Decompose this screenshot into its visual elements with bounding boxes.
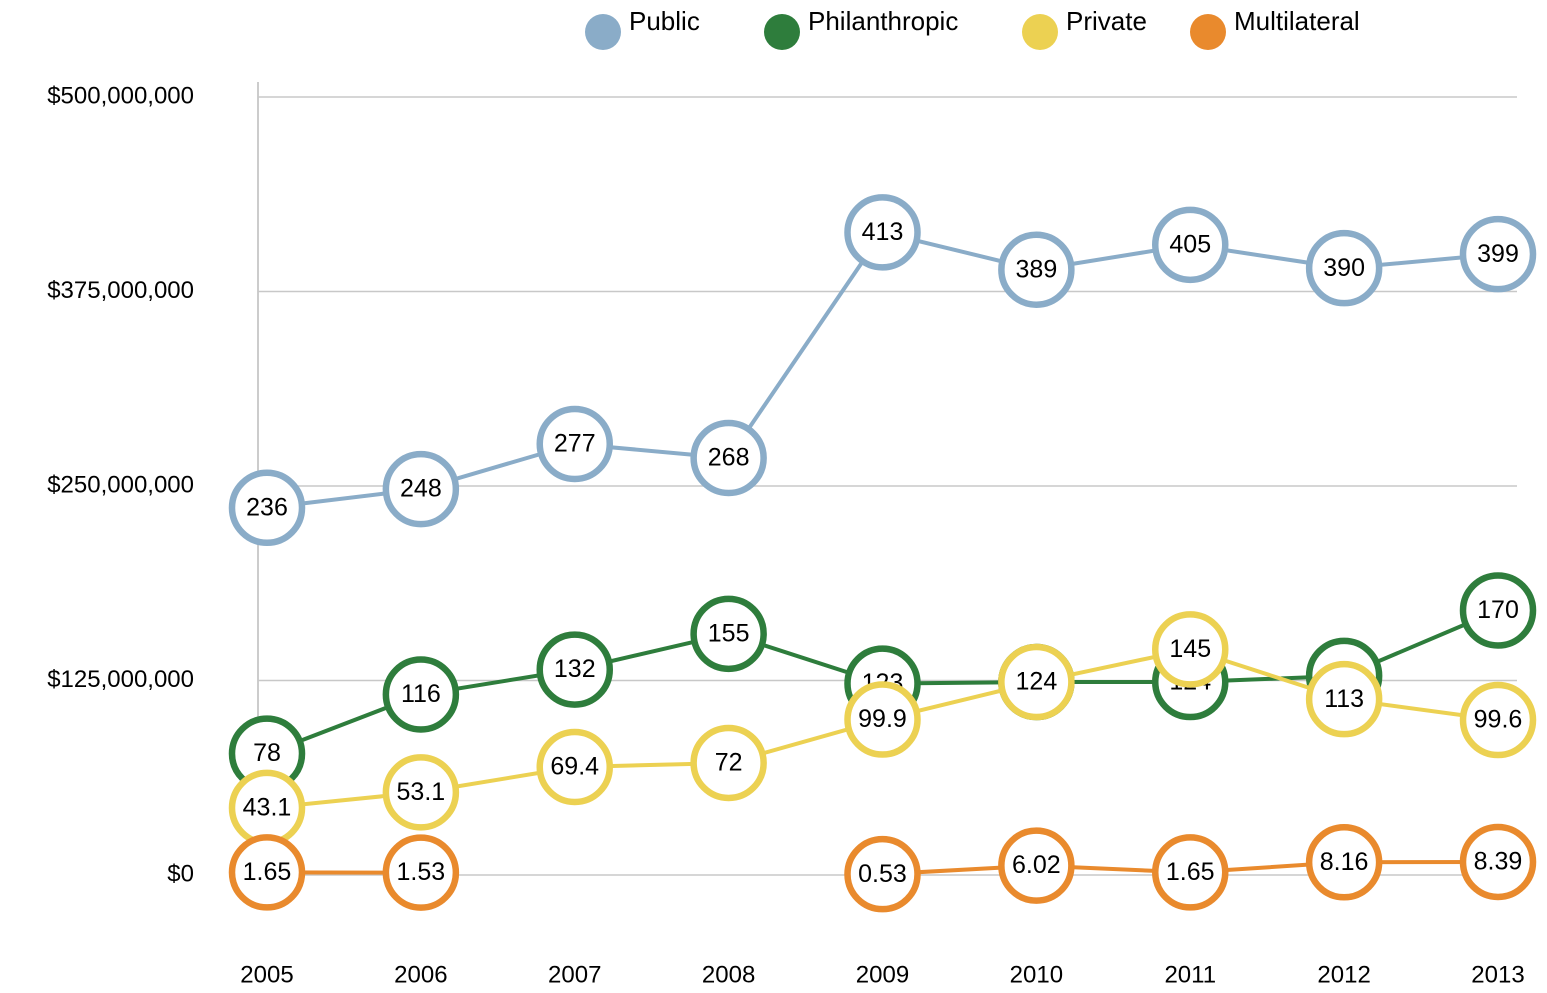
legend-marker (1022, 14, 1058, 50)
data-label: 113 (1324, 685, 1364, 713)
data-point (1305, 824, 1383, 901)
x-tick-label: 2006 (394, 961, 447, 988)
data-point (1459, 823, 1537, 901)
data-label: 99.6 (1474, 706, 1523, 734)
y-tick-label: $500,000,000 (47, 82, 194, 109)
data-label: 145 (1169, 635, 1211, 663)
data-label: 170 (1477, 596, 1519, 624)
data-point (536, 728, 613, 806)
data-label: 405 (1169, 230, 1211, 258)
data-label: 116 (401, 680, 441, 708)
y-tick-label: $250,000,000 (47, 471, 194, 498)
data-label: 389 (1016, 255, 1058, 283)
legend-marker (764, 14, 800, 50)
data-point (1459, 572, 1537, 649)
data-label: 277 (554, 430, 596, 458)
data-label: 236 (246, 493, 288, 521)
data-label: 8.39 (1474, 848, 1523, 876)
data-point (382, 754, 460, 831)
data-point (844, 681, 921, 758)
x-tick-label: 2012 (1317, 961, 1370, 988)
data-label: 132 (554, 655, 596, 683)
data-label: 69.4 (550, 753, 599, 781)
data-point (690, 595, 767, 673)
data-label: 399 (1477, 240, 1519, 268)
legend-label: Private (1066, 6, 1147, 36)
data-label: 72 (715, 749, 743, 777)
data-point (1152, 834, 1229, 911)
data-label: 8.16 (1320, 848, 1369, 876)
data-point (1459, 681, 1537, 759)
x-tick-label: 2010 (1010, 961, 1063, 988)
data-label: 413 (862, 218, 904, 246)
legend-marker (1190, 14, 1226, 50)
data-point (536, 405, 613, 483)
data-label: 1.53 (397, 858, 446, 886)
data-label: 53.1 (397, 778, 446, 806)
data-point (844, 835, 921, 913)
data-label: 78 (253, 739, 281, 767)
data-point (536, 631, 613, 708)
data-label: 124 (1016, 668, 1058, 696)
data-point (844, 194, 921, 271)
data-point (228, 834, 306, 911)
legend-marker (585, 14, 621, 50)
data-label: 6.02 (1012, 851, 1061, 879)
data-point (690, 724, 767, 802)
y-tick-label: $125,000,000 (47, 666, 194, 693)
data-point (1152, 206, 1229, 284)
x-tick-label: 2013 (1471, 961, 1524, 988)
data-label: 1.65 (243, 858, 292, 886)
data-point (1152, 611, 1229, 688)
data-point (998, 827, 1075, 904)
x-tick-label: 2007 (548, 961, 601, 988)
data-point (998, 643, 1075, 721)
data-point (998, 231, 1075, 308)
legend-label: Multilateral (1234, 6, 1360, 36)
data-point (690, 419, 767, 497)
data-label: 248 (400, 475, 442, 503)
data-point (228, 469, 306, 547)
data-label: 390 (1323, 254, 1365, 282)
data-label: 43.1 (243, 794, 292, 822)
data-point (1459, 215, 1537, 293)
data-label: 155 (708, 619, 750, 647)
y-tick-label: $375,000,000 (47, 277, 194, 304)
legend-label: Philanthropic (808, 6, 958, 36)
data-label: 268 (708, 444, 750, 472)
legend-label: Public (629, 6, 700, 36)
data-point (1305, 660, 1383, 738)
data-label: 99.9 (858, 705, 907, 733)
x-tick-label: 2005 (240, 961, 293, 988)
data-point (382, 450, 460, 528)
data-label: 0.53 (858, 860, 907, 888)
x-tick-label: 2011 (1164, 961, 1216, 988)
data-point (382, 834, 460, 911)
data-point (382, 656, 460, 733)
x-tick-label: 2008 (702, 961, 755, 988)
data-point (1305, 229, 1383, 307)
y-tick-label: $0 (167, 860, 194, 887)
x-tick-label: 2009 (856, 961, 909, 988)
data-label: 1.65 (1166, 858, 1215, 886)
